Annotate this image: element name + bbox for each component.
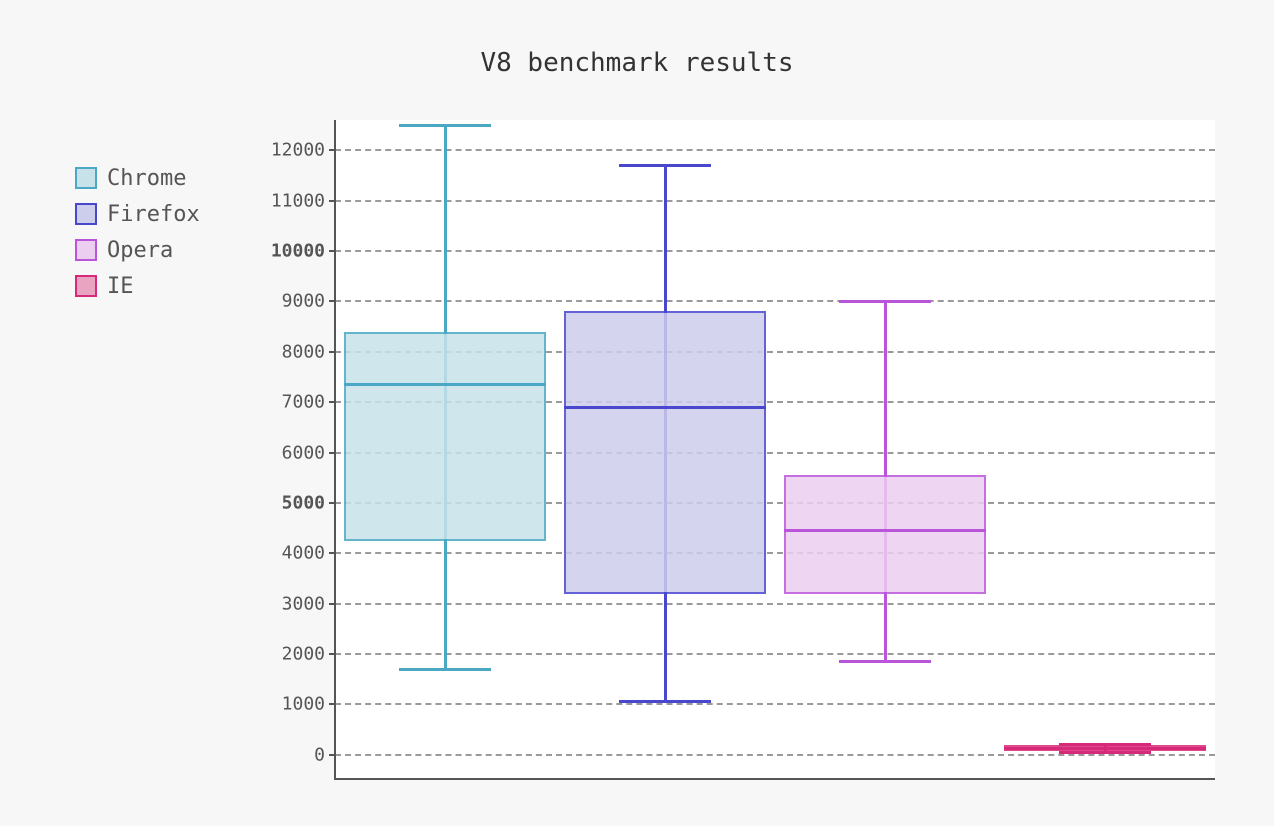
legend-item: Opera [75,232,200,268]
ytick-label: 12000 [271,140,325,161]
legend-label: Firefox [107,202,200,227]
whisker-cap-top [839,300,931,303]
y-axis-line [334,120,336,780]
x-axis-line [335,778,1215,780]
legend-swatch [75,239,97,261]
whisker-cap-bottom [619,700,711,703]
gridline [335,703,1215,705]
legend-item: Firefox [75,196,200,232]
ytick-label: 6000 [282,442,325,463]
legend-swatch [75,167,97,189]
chart-container: V8 benchmark results Chrome Firefox Opera I… [0,0,1274,826]
legend: Chrome Firefox Opera IE [75,160,200,304]
median-line [784,529,986,532]
gridline [335,250,1215,252]
gridline [335,149,1215,151]
legend-label: IE [107,274,134,299]
ytick-label: 11000 [271,190,325,211]
gridline [335,754,1215,756]
ytick-label: 10000 [271,240,325,261]
gridline [335,653,1215,655]
whisker-cap-bottom [1059,751,1151,754]
ytick-label: 2000 [282,644,325,665]
median-line [344,383,546,386]
ytick-label: 4000 [282,543,325,564]
gridline [335,300,1215,302]
ytick-label: 1000 [282,694,325,715]
legend-swatch [75,275,97,297]
ytick-label: 0 [314,744,325,765]
whisker-cap-bottom [399,668,491,671]
ytick-label: 5000 [282,492,325,513]
ytick-label: 3000 [282,593,325,614]
box-rect [784,475,986,593]
plot-area: 0100020003000400050006000700080009000100… [335,120,1215,780]
legend-item: Chrome [75,160,200,196]
median-line [564,406,766,409]
chart-title: V8 benchmark results [0,48,1274,78]
ytick-label: 7000 [282,392,325,413]
legend-item: IE [75,268,200,304]
gridline [335,603,1215,605]
legend-label: Opera [107,238,173,263]
ytick-label: 9000 [282,291,325,312]
box-rect [344,332,546,541]
legend-swatch [75,203,97,225]
ytick-label: 8000 [282,341,325,362]
median-line [1004,747,1206,750]
whisker-cap-top [399,124,491,127]
whisker-cap-top [619,164,711,167]
gridline [335,552,1215,554]
gridline [335,200,1215,202]
box-rect [564,311,766,593]
whisker-cap-bottom [839,660,931,663]
legend-label: Chrome [107,166,186,191]
